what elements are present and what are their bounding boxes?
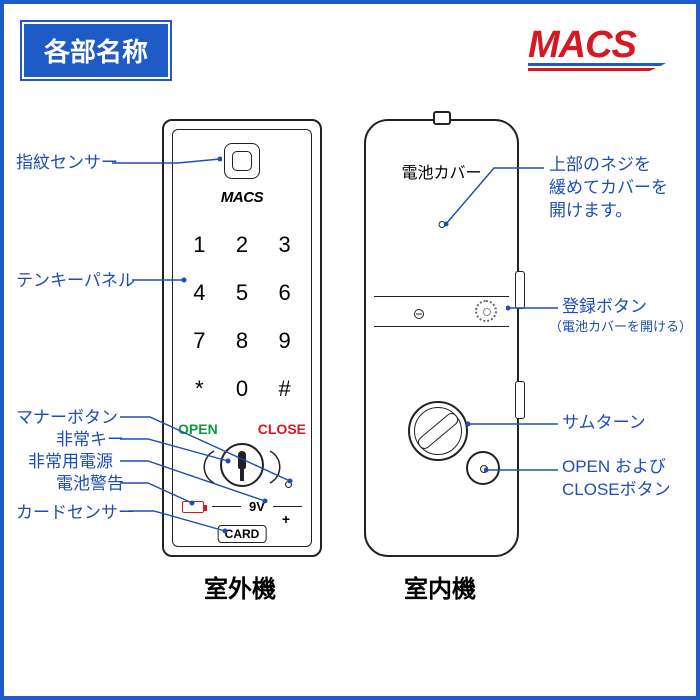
key-hash: #: [263, 376, 306, 402]
battery-cover-label: 電池カバー: [366, 159, 517, 183]
divider-line-2: [374, 326, 509, 327]
outdoor-unit: MACS 1 2 3 4 5 6 7 8 9 * 0 # OPEN CLOSE: [162, 119, 322, 557]
brand-logo-text: MACS: [528, 24, 668, 67]
hinge-lower: [515, 381, 525, 419]
key-0: 0: [221, 376, 264, 402]
brand-logo-stripes: [528, 63, 668, 73]
key-6: 6: [263, 280, 306, 306]
fingerprint-sensor: [224, 143, 260, 179]
label-empower: 非常用電源: [28, 451, 113, 474]
manner-button-dot: [285, 481, 292, 488]
thumb-turn: [408, 401, 468, 461]
label-oc-button: OPEN および CLOSEボタン: [562, 456, 671, 502]
label-screw-note: 上部のネジを 緩めてカバーを 開けます。: [549, 154, 668, 223]
caption-indoor: 室内機: [404, 569, 476, 604]
title-badge: 各部名称: [22, 22, 170, 79]
key-cylinder: [220, 443, 264, 487]
close-label: CLOSE: [258, 421, 306, 437]
key-2: 2: [221, 232, 264, 258]
key-8: 8: [221, 328, 264, 354]
divider-line-1: [374, 296, 509, 297]
key-9: 9: [263, 328, 306, 354]
battery-warning-icon: [182, 501, 204, 513]
key-3: 3: [263, 232, 306, 258]
label-keypad: テンキーパネル: [16, 270, 135, 293]
brand-logo: MACS: [528, 24, 668, 73]
key-star: *: [178, 376, 221, 402]
key-4: 4: [178, 280, 221, 306]
mid-screw: [414, 309, 424, 319]
hinge-upper: [515, 271, 525, 309]
diagram-frame: 各部名称 MACS MACS 1 2 3 4 5 6 7 8 9 * 0 # O…: [0, 0, 700, 700]
card-sensor-box: CARD: [218, 525, 267, 543]
label-card: カードセンサー: [16, 502, 135, 525]
keypad: 1 2 3 4 5 6 7 8 9 * 0 #: [178, 221, 306, 413]
label-battwarn: 電池警告: [56, 473, 124, 496]
open-label: OPEN: [178, 421, 218, 437]
label-register-sub: （電池カバーを開ける）: [549, 318, 692, 336]
label-emkey: 非常キー: [56, 429, 124, 452]
key-1: 1: [178, 232, 221, 258]
label-manner: マナーボタン: [16, 407, 118, 430]
key-7: 7: [178, 328, 221, 354]
open-close-row: OPEN CLOSE: [178, 421, 306, 437]
device-logo: MACS: [164, 189, 320, 206]
indoor-unit: 電池カバー: [364, 119, 519, 557]
label-register: 登録ボタン: [562, 296, 647, 319]
key-5: 5: [221, 280, 264, 306]
open-close-button: [466, 451, 500, 485]
cover-indicator-dot: [438, 221, 445, 228]
nine-volt-label: 9V: [249, 499, 265, 514]
label-thumb-turn: サムターン: [562, 412, 646, 435]
caption-outdoor: 室外機: [204, 569, 276, 604]
label-fingerprint: 指紋センサー: [16, 152, 118, 175]
register-button: [475, 300, 497, 322]
top-screw-tab: [433, 111, 451, 125]
plus-mark: +: [282, 511, 290, 527]
